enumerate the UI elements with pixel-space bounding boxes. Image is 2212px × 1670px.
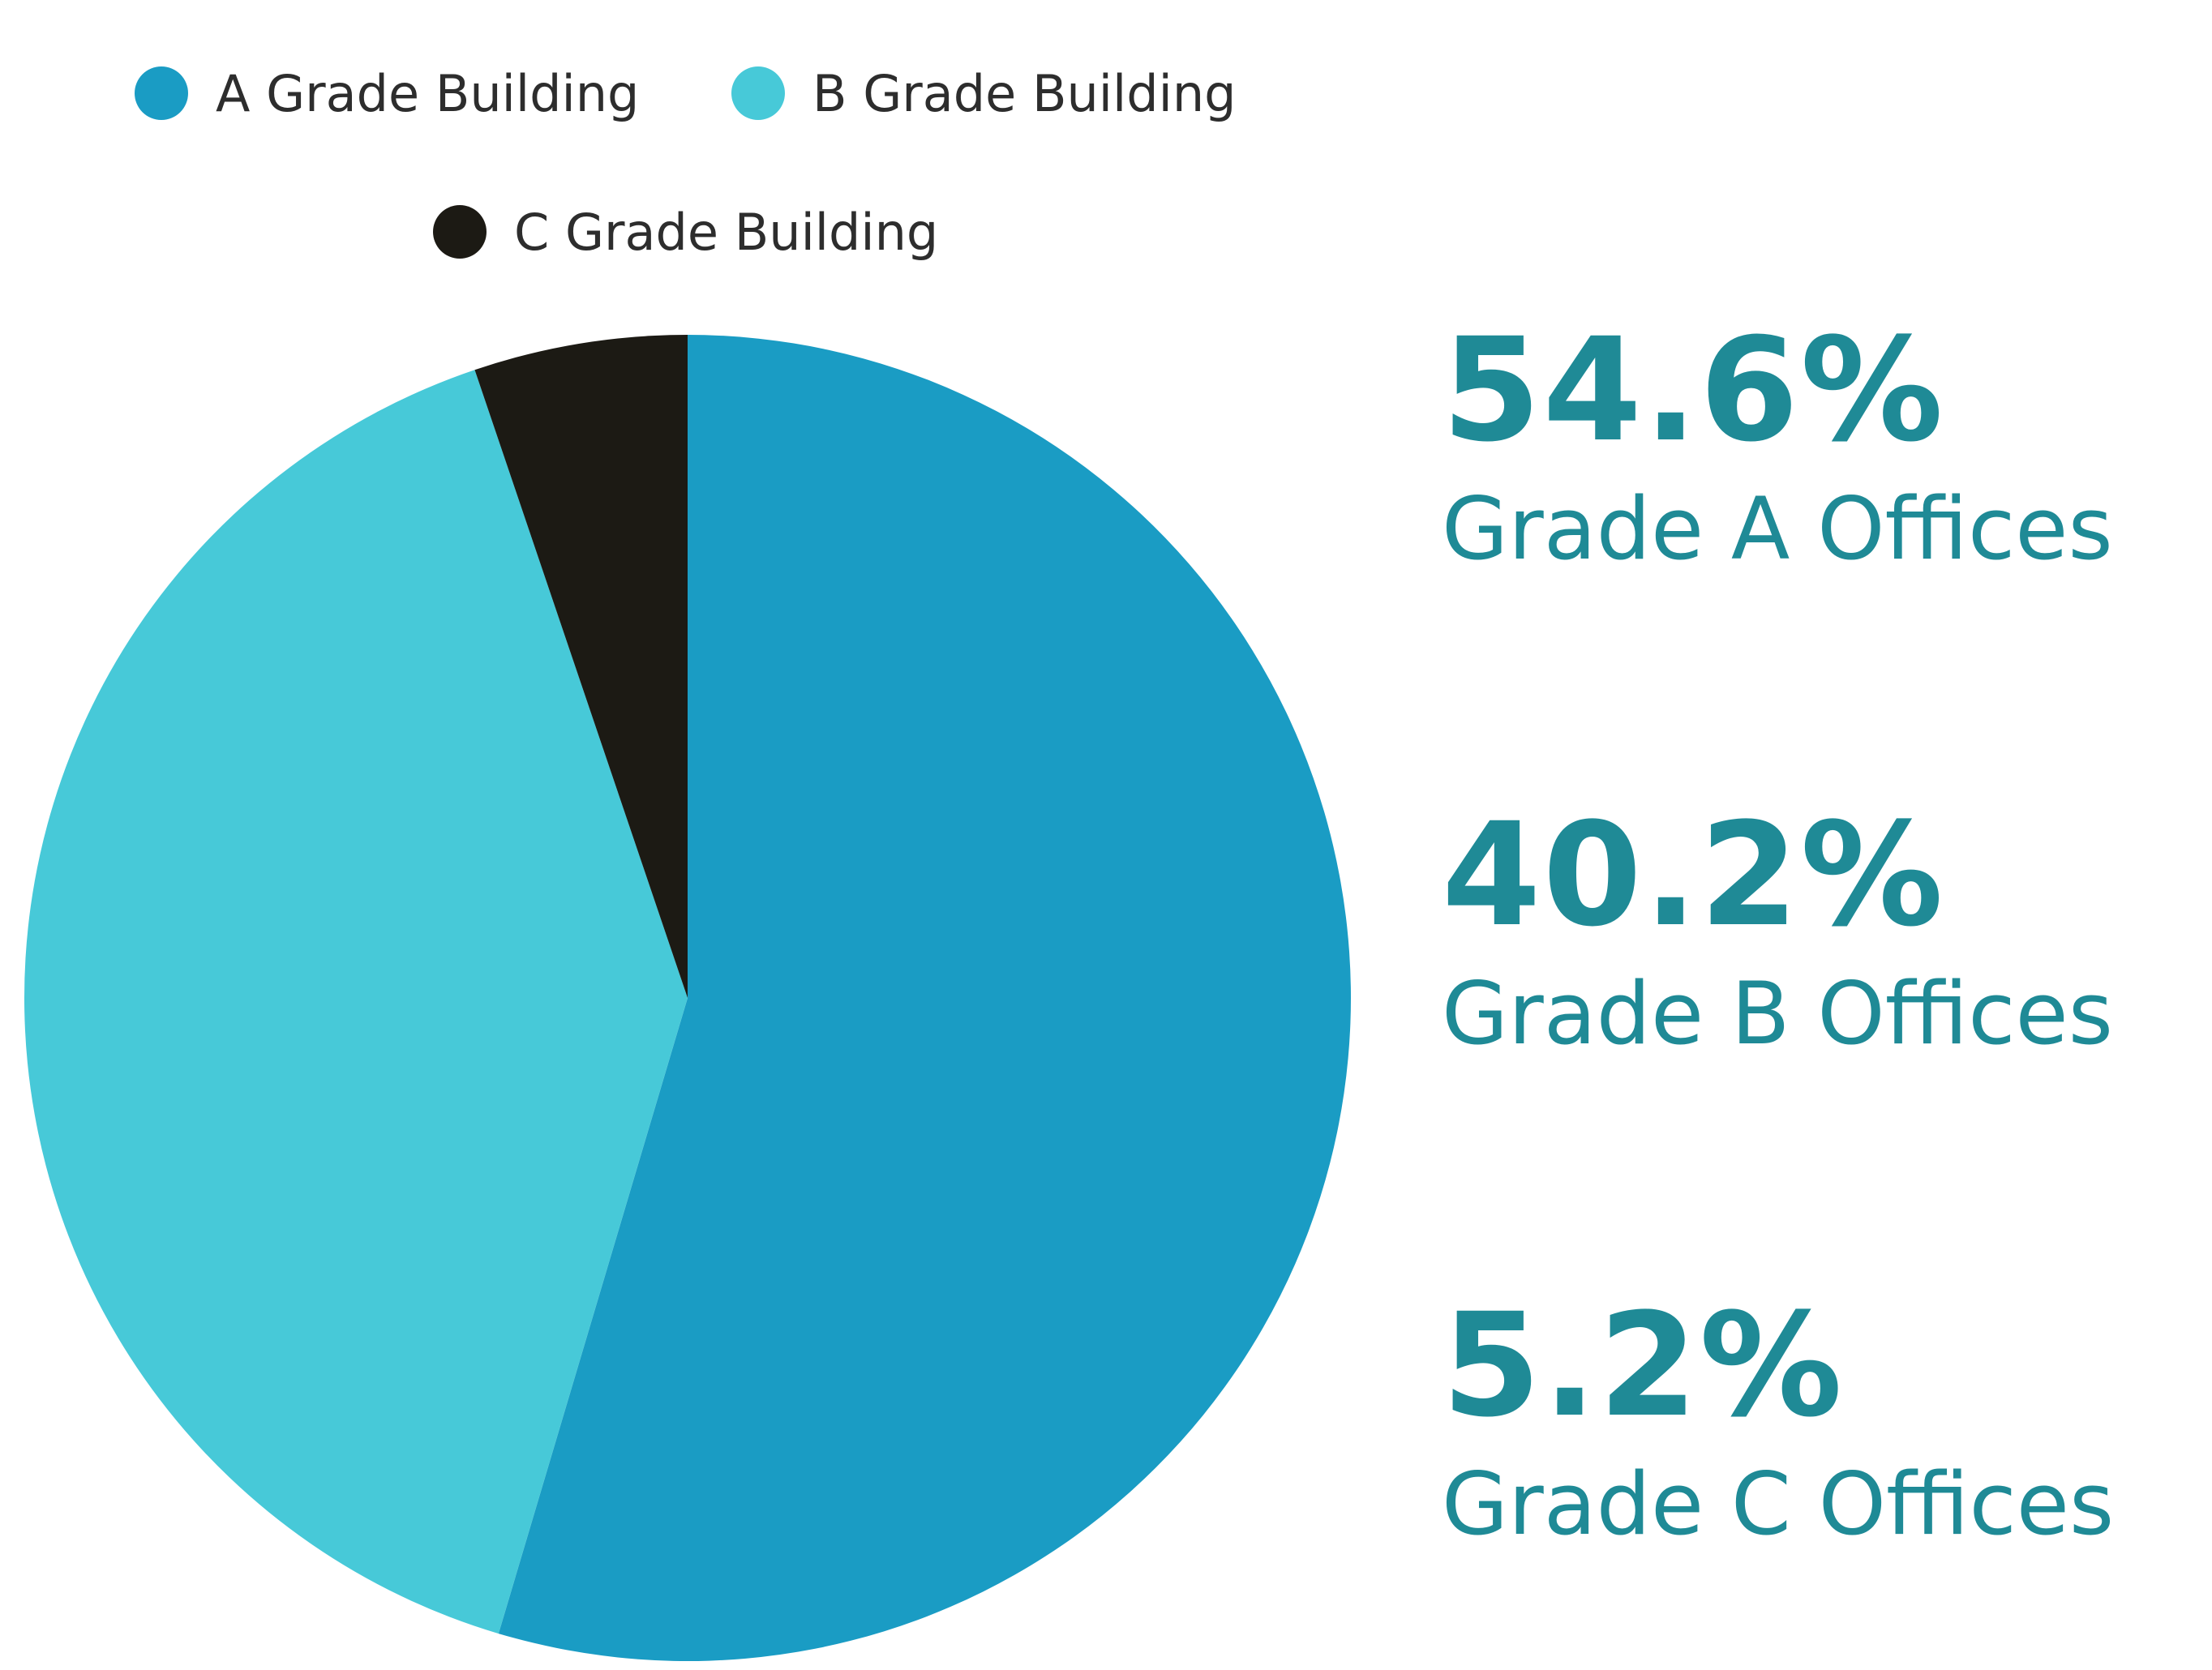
legend-label-b-grade: B Grade Building <box>812 63 1237 123</box>
legend-swatch-a-grade <box>135 66 188 120</box>
legend-item-b-grade: B Grade Building <box>731 45 1237 142</box>
stat-value-grade-b: 40.2% <box>1442 792 1945 958</box>
pie-slice-a-grade <box>498 335 1351 1661</box>
stat-label-grade-b: Grade B Offices <box>1442 964 2113 1064</box>
stat-label-grade-a: Grade A Offices <box>1442 479 2113 579</box>
stat-label-grade-c: Grade C Offices <box>1442 1454 2115 1554</box>
stat-value-grade-c: 5.2% <box>1442 1282 1845 1449</box>
pie-slice-b-grade <box>24 370 688 1634</box>
legend-label-c-grade: C Grade Building <box>514 202 939 262</box>
legend-item-c-grade: C Grade Building <box>433 183 938 280</box>
stat-block-grade-a: 54.6% Grade A Offices <box>1442 318 2171 582</box>
legend-swatch-c-grade <box>433 205 487 259</box>
legend-label-a-grade: A Grade Building <box>216 63 640 123</box>
stat-value-grade-a: 54.6% <box>1442 307 1945 473</box>
stat-block-grade-c: 5.2% Grade C Offices <box>1442 1293 2171 1557</box>
legend-item-a-grade: A Grade Building <box>135 45 639 142</box>
legend-swatch-b-grade <box>731 66 785 120</box>
stat-block-grade-b: 40.2% Grade B Offices <box>1442 803 2171 1067</box>
pie-slice-c-grade <box>474 335 688 998</box>
pie-chart <box>24 335 1351 1661</box>
